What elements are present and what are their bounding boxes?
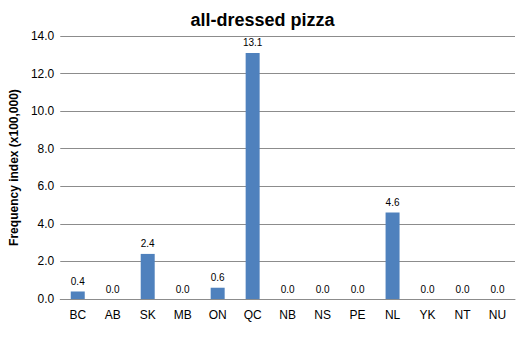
- svg-text:0.0: 0.0: [351, 284, 365, 295]
- svg-text:Frequency index (x100,000): Frequency index (x100,000): [7, 89, 21, 246]
- svg-text:14.0: 14.0: [31, 29, 55, 43]
- svg-text:NB: NB: [279, 308, 296, 322]
- svg-text:YK: YK: [420, 308, 436, 322]
- svg-text:NL: NL: [385, 308, 401, 322]
- svg-text:all-dressed pizza: all-dressed pizza: [190, 10, 335, 30]
- svg-text:NS: NS: [314, 308, 331, 322]
- svg-text:0.0: 0.0: [281, 284, 295, 295]
- svg-text:0.0: 0.0: [106, 284, 120, 295]
- svg-text:4.0: 4.0: [38, 217, 55, 231]
- svg-text:13.1: 13.1: [243, 37, 263, 48]
- svg-text:0.0: 0.0: [316, 284, 330, 295]
- svg-text:PE: PE: [350, 308, 366, 322]
- svg-text:QC: QC: [244, 308, 262, 322]
- svg-text:NU: NU: [489, 308, 506, 322]
- svg-text:0.0: 0.0: [176, 284, 190, 295]
- svg-text:ON: ON: [209, 308, 227, 322]
- svg-text:0.6: 0.6: [211, 272, 225, 283]
- svg-text:0.0: 0.0: [456, 284, 470, 295]
- svg-text:6.0: 6.0: [38, 179, 55, 193]
- svg-text:10.0: 10.0: [31, 104, 55, 118]
- svg-text:8.0: 8.0: [38, 142, 55, 156]
- svg-text:NT: NT: [455, 308, 472, 322]
- svg-text:4.6: 4.6: [386, 197, 400, 208]
- svg-text:SK: SK: [140, 308, 156, 322]
- svg-text:AB: AB: [105, 308, 121, 322]
- svg-text:0.0: 0.0: [421, 284, 435, 295]
- svg-text:2.4: 2.4: [141, 238, 155, 249]
- svg-text:0.4: 0.4: [71, 276, 85, 287]
- svg-text:MB: MB: [174, 308, 192, 322]
- svg-text:0.0: 0.0: [38, 292, 55, 306]
- svg-text:12.0: 12.0: [31, 67, 55, 81]
- svg-text:0.0: 0.0: [491, 284, 505, 295]
- svg-text:BC: BC: [69, 308, 86, 322]
- svg-text:2.0: 2.0: [38, 254, 55, 268]
